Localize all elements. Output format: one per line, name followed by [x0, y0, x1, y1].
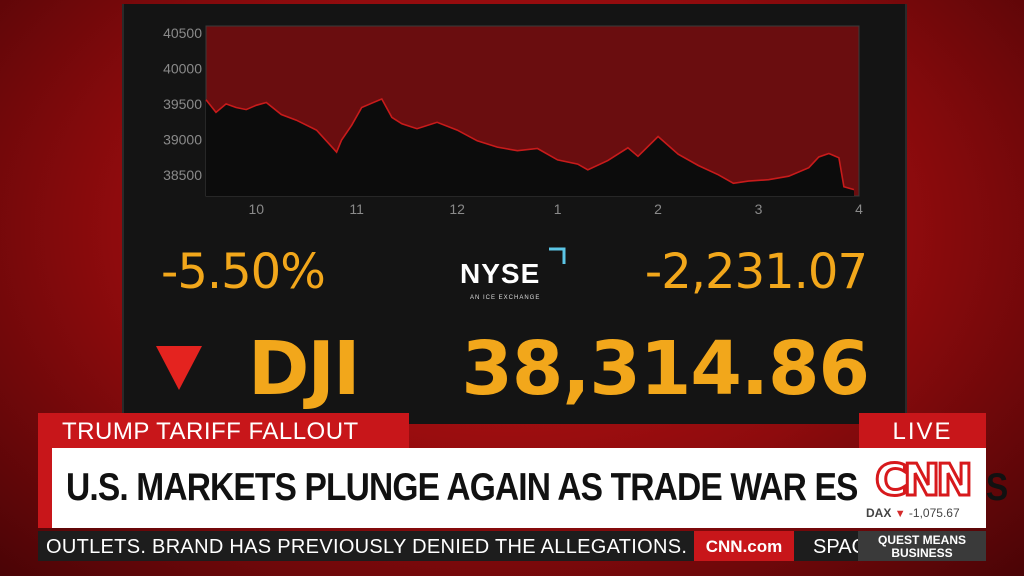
- crawl-text: OUTLETS. BRAND HAS PREVIOUSLY DENIED THE…: [46, 536, 688, 558]
- show-name-line-1: QUEST MEANS: [877, 533, 966, 547]
- x-tick-label: 11: [349, 201, 364, 217]
- index-symbol: DJI: [248, 326, 360, 412]
- x-tick-label: 3: [755, 201, 763, 217]
- cnn-logo: CNN: [874, 454, 974, 506]
- percent-change: -5.50%: [161, 244, 326, 300]
- show-name-line-2: BUSINESS: [891, 546, 953, 560]
- point-change: -2,231.07: [644, 244, 868, 300]
- series-line: [205, 97, 855, 191]
- headline-bar: U.S. MARKETS PLUNGE AGAIN AS TRADE WAR E…: [38, 448, 1008, 528]
- market-ticker: DAX ▼ -1,075.67: [866, 506, 960, 520]
- headline-accent: [38, 448, 52, 528]
- show-name-box: QUEST MEANS BUSINESS: [858, 531, 986, 561]
- y-tick-label: 40000: [163, 61, 202, 77]
- headline: U.S. MARKETS PLUNGE AGAIN AS TRADE WAR E…: [66, 466, 1008, 509]
- y-tick-label: 39500: [163, 96, 202, 112]
- y-tick-label: 38500: [163, 167, 202, 183]
- market-panel: 38500 39000 39500 40000 40500 10 11 12 1 2 3 4 -5.5…: [122, 4, 907, 424]
- y-tick-label: 39000: [163, 131, 202, 147]
- nyse-logo: NYSE AN ICE EXCHANGE: [460, 247, 570, 310]
- live-label: LIVE: [892, 418, 953, 445]
- y-tick-label: 40500: [163, 25, 202, 41]
- network-logo-box: CNN: [858, 448, 986, 528]
- x-tick-label: 4: [855, 201, 863, 217]
- ticker-symbol: DAX: [866, 506, 892, 520]
- topic-label: TRUMP TARIFF FALLOUT: [62, 418, 359, 445]
- nyse-wordmark: NYSE: [460, 258, 541, 289]
- down-arrow-icon: [156, 346, 202, 390]
- nyse-tagline: AN ICE EXCHANGE: [470, 295, 541, 301]
- topic-banner: TRUMP TARIFF FALLOUT: [38, 413, 409, 448]
- live-badge: LIVE: [859, 413, 986, 448]
- x-tick-label: 2: [654, 201, 662, 217]
- cnn-logo-text: CNN: [875, 455, 969, 505]
- nyse-corner-icon: [549, 247, 566, 264]
- ticker-change: -1,075.67: [908, 506, 960, 520]
- crawl-url: CNN.com: [705, 537, 783, 556]
- x-tick-label: 10: [248, 201, 264, 217]
- below-line-area: [206, 99, 854, 196]
- index-value: 38,314.86: [461, 326, 870, 412]
- news-crawl: OUTLETS. BRAND HAS PREVIOUSLY DENIED THE…: [38, 531, 858, 561]
- x-tick-label: 12: [449, 201, 465, 217]
- ticker-down-icon: ▼: [894, 508, 906, 520]
- x-tick-label: 1: [554, 201, 562, 217]
- crawl-next-text: SPAC: [813, 536, 858, 558]
- crawl-url-badge: CNN.com: [694, 531, 794, 561]
